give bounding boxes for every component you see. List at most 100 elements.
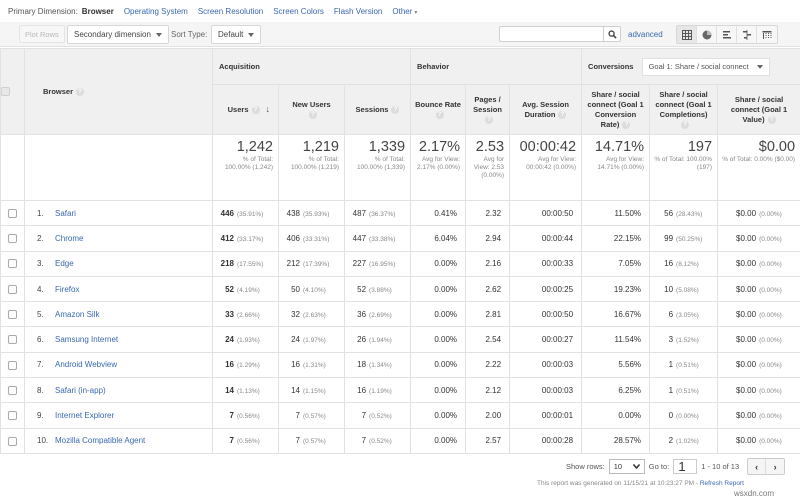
refresh-report-link[interactable]: Refresh Report — [699, 480, 744, 487]
primary-dimension-other[interactable]: Other ▾ — [392, 7, 417, 16]
pages-session-cell: 2.81 — [465, 301, 511, 328]
completions-cell: 2 (1.02%) — [649, 427, 719, 454]
pie-view-button[interactable] — [697, 26, 717, 43]
primary-dimension-operating-system[interactable]: Operating System — [123, 6, 188, 16]
show-rows-select[interactable]: 10 — [608, 459, 645, 474]
bounce-rate-cell: 0.00% — [410, 301, 467, 328]
help-icon[interactable]: ? — [622, 120, 631, 129]
goal-select-dropdown[interactable]: Goal 1: Share / social connect — [641, 57, 770, 76]
totals-row: 1,242% of Total: 100.00% (1,242) 1,219% … — [0, 134, 800, 201]
primary-dimension-label: Primary Dimension: — [8, 6, 78, 16]
browser-link[interactable]: Firefox — [55, 284, 80, 294]
report-generated-line: This report was generated on 11/15/21 at… — [537, 480, 744, 487]
help-icon[interactable]: ? — [391, 105, 400, 114]
completions-value: 6 — [668, 309, 674, 319]
help-icon[interactable]: ? — [485, 115, 494, 124]
sessions-column-header[interactable]: Sessions? — [343, 84, 412, 135]
generated-text: This report was generated on 11/15/21 at… — [537, 480, 700, 487]
secondary-dimension-dropdown[interactable]: Secondary dimension — [67, 25, 169, 44]
next-page-button[interactable]: › — [773, 461, 777, 472]
row-checkbox[interactable] — [8, 436, 17, 446]
goal-value: $0.00 — [736, 335, 757, 345]
totals-empty-cell — [24, 134, 213, 201]
help-icon[interactable]: ? — [681, 120, 690, 129]
pages-session-column-header[interactable]: Pages / Session? — [465, 84, 511, 135]
value-column-header[interactable]: Share / social connect (Goal 1 Value)? — [717, 84, 800, 135]
completions-column-header[interactable]: Share / social connect (Goal 1 Completio… — [649, 84, 719, 135]
browser-column-header[interactable]: Browser? — [24, 48, 213, 135]
primary-dimension-flash-version[interactable]: Flash Version — [333, 6, 383, 16]
browser-link[interactable]: Chrome — [55, 233, 84, 243]
help-icon[interactable]: ? — [76, 88, 85, 96]
table-search-input[interactable] — [499, 26, 604, 42]
comparison-view-button[interactable] — [737, 26, 757, 43]
users-value: 33 — [225, 309, 234, 319]
row-checkbox[interactable] — [8, 360, 17, 370]
total-sub: % of Total: 100.00% (1,219) — [290, 156, 339, 171]
new-users-cell: 212 (17.39%) — [278, 250, 345, 277]
browser-link[interactable]: Safari (in-app) — [55, 385, 106, 395]
other-label: Other — [392, 6, 413, 16]
browser-cell: 9. Internet Explorer — [24, 402, 213, 429]
sessions-percent: (1.19%) — [369, 387, 392, 395]
value-cell: $0.00 (0.00%) — [717, 275, 800, 303]
users-cell: 24 (1.93%) — [212, 326, 279, 353]
bounce-rate-column-header[interactable]: Bounce Rate? — [410, 84, 467, 135]
conversions-group-header: Conversions Goal 1: Share / social conne… — [581, 48, 800, 85]
behavior-group-header: Behavior — [410, 48, 583, 85]
row-checkbox[interactable] — [8, 411, 17, 421]
new-users-column-header[interactable]: New Users? — [278, 84, 345, 135]
browser-link[interactable]: Mozilla Compatible Agent — [55, 436, 146, 446]
browser-link[interactable]: Samsung Internet — [55, 335, 119, 345]
completions-percent: (5.08%) — [676, 286, 699, 294]
users-header-label: Users — [227, 105, 249, 114]
browser-link[interactable]: Internet Explorer — [55, 411, 115, 421]
table-view-button[interactable] — [677, 26, 697, 43]
performance-view-button[interactable] — [717, 26, 737, 43]
avg-duration-cell: 00:00:50 — [509, 199, 583, 227]
row-checkbox[interactable] — [8, 284, 17, 294]
avg-duration-cell: 00:00:50 — [509, 301, 583, 328]
row-checkbox[interactable] — [8, 335, 17, 345]
new-users-percent: (0.57%) — [303, 438, 326, 446]
select-all-checkbox[interactable] — [1, 87, 10, 97]
advanced-filter-link[interactable]: advanced — [628, 30, 663, 39]
users-column-header[interactable]: Users? ↓ — [212, 84, 279, 135]
help-icon[interactable]: ? — [558, 110, 567, 119]
browser-link[interactable]: Android Webview — [55, 360, 118, 370]
plot-rows-button[interactable]: Plot Rows — [19, 25, 65, 43]
row-checkbox[interactable] — [8, 385, 17, 395]
row-select-cell — [0, 225, 25, 252]
pages-session-cell: 2.16 — [465, 250, 511, 277]
sessions-value: 7 — [361, 436, 367, 446]
avg-duration-column-header[interactable]: Avg. Session Duration? — [509, 84, 583, 135]
sort-type-dropdown[interactable]: Default — [211, 25, 262, 44]
browser-link[interactable]: Edge — [55, 259, 74, 269]
help-icon[interactable]: ? — [767, 115, 776, 124]
row-checkbox[interactable] — [8, 310, 17, 320]
row-checkbox[interactable] — [8, 234, 17, 244]
users-cell: 446 (35.91%) — [212, 199, 279, 227]
help-icon[interactable]: ? — [435, 110, 444, 119]
new-users-cell: 24 (1.97%) — [278, 326, 345, 353]
row-checkbox[interactable] — [8, 259, 17, 269]
new-users-cell: 7 (0.57%) — [278, 427, 345, 454]
completions-value: 99 — [664, 233, 674, 243]
value-percent: (0.00%) — [759, 311, 782, 319]
table-row: 3. Edge 218 (17.55%) 212 (17.39%) 227 (16.95%) 0… — [0, 250, 800, 277]
browser-cell: 3. Edge — [24, 250, 213, 277]
completions-percent: (28.43%) — [676, 210, 703, 218]
browser-link[interactable]: Amazon Silk — [55, 309, 100, 319]
primary-dimension-screen-resolution[interactable]: Screen Resolution — [197, 6, 264, 16]
pivot-view-button[interactable] — [757, 26, 777, 43]
previous-page-button[interactable]: ‹ — [748, 459, 767, 474]
goto-page-input[interactable] — [673, 459, 698, 474]
help-icon[interactable]: ? — [309, 110, 317, 119]
row-checkbox[interactable] — [8, 208, 17, 218]
primary-dimension-screen-colors[interactable]: Screen Colors — [273, 6, 324, 16]
help-icon[interactable]: ? — [251, 106, 260, 115]
browser-link[interactable]: Safari — [55, 208, 76, 218]
completions-cell: 1 (0.51%) — [649, 351, 719, 379]
conversion-rate-column-header[interactable]: Share / social connect (Goal 1 Conversio… — [581, 84, 651, 135]
search-button[interactable] — [603, 26, 621, 42]
